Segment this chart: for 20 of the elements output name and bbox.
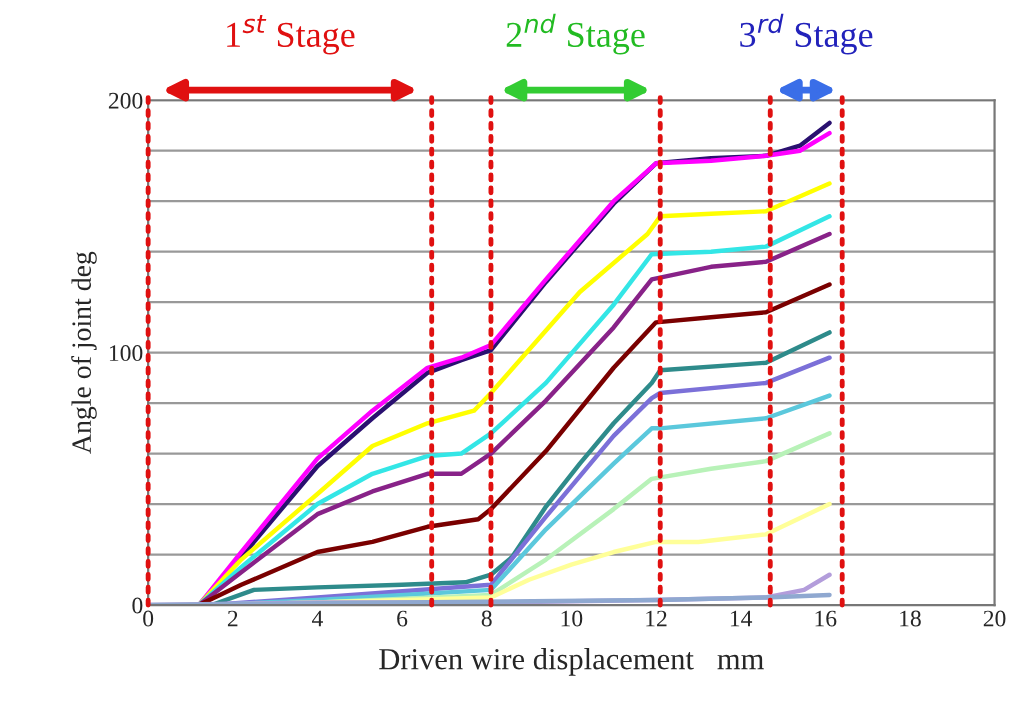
y-tick-label: 200 [108,92,143,109]
y-axis-title: Angle of joint deg [71,251,97,454]
x-tick-label: 8 [481,610,492,627]
x-tick-label: 12 [646,610,667,627]
y-tick-label: 0 [132,597,143,614]
x-tick-label: 18 [900,610,921,627]
text: 3$^{rd}$ Stage [740,13,873,55]
text: 1$^{st}$ Stage [227,15,355,55]
x-tick-label: 0 [143,610,154,627]
x-tick-label: 10 [561,610,583,627]
text: 2$^{nd}$ Stage [506,13,645,55]
x-tick-label: 16 [815,610,837,627]
y-tick-label: 100 [109,345,143,362]
x-tick-label: 20 [983,610,1006,627]
x-tick-label: 2 [227,610,238,627]
x-tick-label: 4 [311,610,323,627]
x-axis-title: Driven wire displacement mm [379,647,764,676]
x-tick-label: 6 [397,610,408,627]
line-series [148,592,832,606]
x-tick-label: 14 [730,610,753,627]
